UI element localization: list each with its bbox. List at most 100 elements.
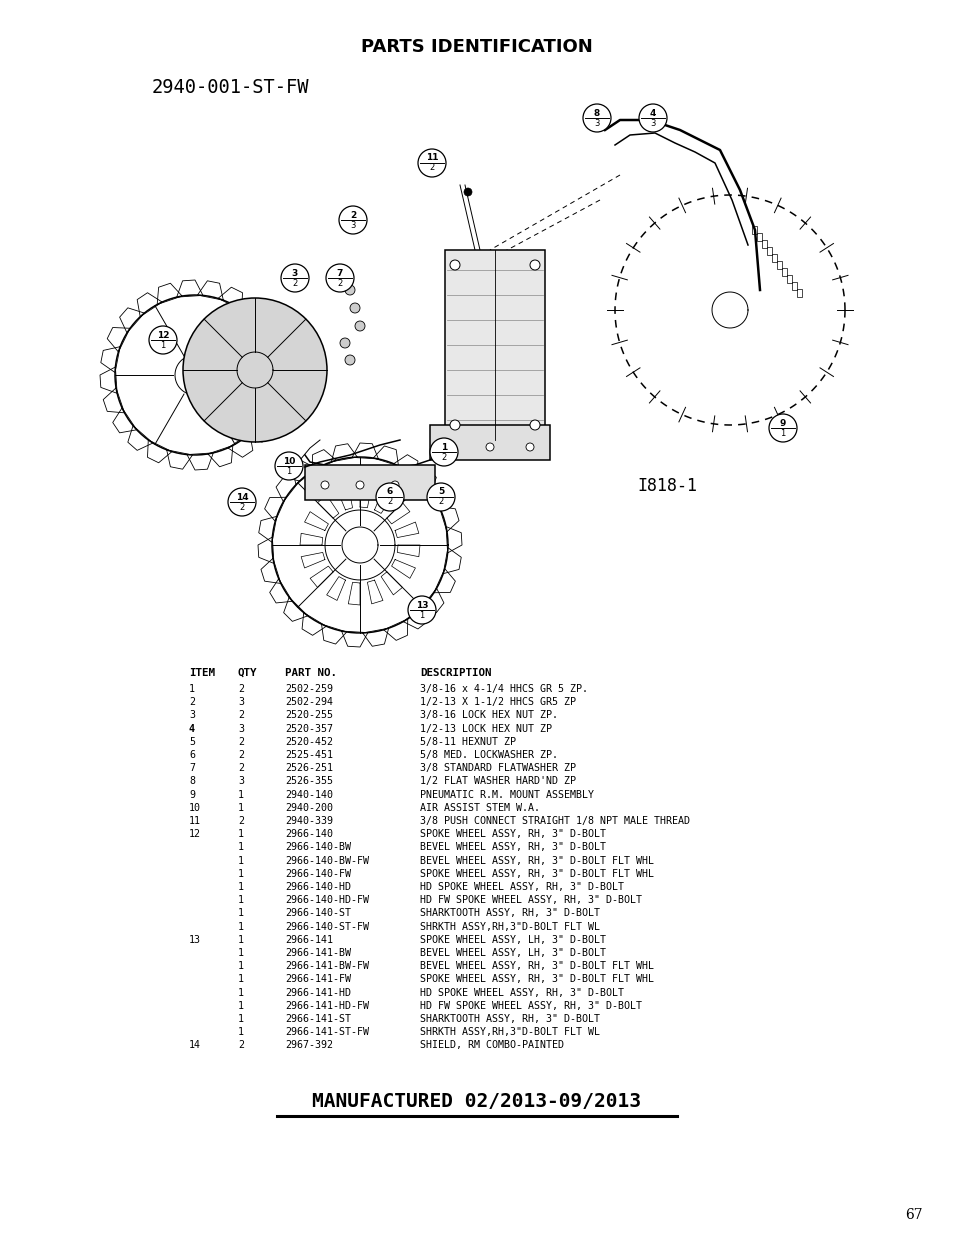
Text: 2966-140-ST: 2966-140-ST [285, 909, 351, 919]
Text: 2: 2 [189, 698, 194, 708]
Circle shape [639, 104, 666, 132]
Circle shape [149, 326, 177, 354]
Text: SPOKE WHEEL ASSY, RH, 3" D-BOLT FLT WHL: SPOKE WHEEL ASSY, RH, 3" D-BOLT FLT WHL [419, 974, 654, 984]
Bar [430, 425, 550, 459]
Text: SHARKTOOTH ASSY, RH, 3" D-BOLT: SHARKTOOTH ASSY, RH, 3" D-BOLT [419, 1014, 599, 1024]
Circle shape [274, 452, 303, 480]
Circle shape [485, 443, 494, 451]
Text: 5/8-11 HEXNUT ZP: 5/8-11 HEXNUT ZP [419, 737, 516, 747]
Text: 2966-141-BW-FW: 2966-141-BW-FW [285, 961, 369, 971]
Bar [761, 240, 766, 248]
Text: 1: 1 [237, 829, 244, 840]
Text: 2: 2 [292, 279, 297, 288]
Text: 1: 1 [237, 909, 244, 919]
Text: 3: 3 [237, 698, 244, 708]
Bar [751, 226, 757, 233]
Text: 13: 13 [189, 935, 201, 945]
Text: MANUFACTURED 02/2013-09/2013: MANUFACTURED 02/2013-09/2013 [313, 1092, 640, 1112]
Text: 5/8 MED. LOCKWASHER ZP.: 5/8 MED. LOCKWASHER ZP. [419, 750, 558, 760]
Text: 2: 2 [237, 710, 244, 720]
Text: 2: 2 [237, 750, 244, 760]
Text: 2: 2 [237, 737, 244, 747]
Circle shape [228, 488, 255, 516]
Text: PNEUMATIC R.M. MOUNT ASSEMBLY: PNEUMATIC R.M. MOUNT ASSEMBLY [419, 789, 594, 799]
Text: 3: 3 [237, 777, 244, 787]
Text: 2940-339: 2940-339 [285, 816, 333, 826]
Circle shape [463, 188, 472, 196]
Bar [791, 282, 796, 290]
Text: 6: 6 [387, 488, 393, 496]
Text: BEVEL WHEEL ASSY, RH, 3" D-BOLT: BEVEL WHEEL ASSY, RH, 3" D-BOLT [419, 842, 605, 852]
Text: BEVEL WHEEL ASSY, RH, 3" D-BOLT FLT WHL: BEVEL WHEEL ASSY, RH, 3" D-BOLT FLT WHL [419, 856, 654, 866]
Text: 7: 7 [336, 268, 343, 278]
Text: 2526-355: 2526-355 [285, 777, 333, 787]
Text: 1/2 FLAT WASHER HARD'ND ZP: 1/2 FLAT WASHER HARD'ND ZP [419, 777, 576, 787]
Circle shape [345, 354, 355, 366]
Circle shape [450, 261, 459, 270]
Text: 2525-451: 2525-451 [285, 750, 333, 760]
Bar [305, 466, 435, 500]
Text: 1/2-13 LOCK HEX NUT ZP: 1/2-13 LOCK HEX NUT ZP [419, 724, 552, 734]
Text: 2520-357: 2520-357 [285, 724, 333, 734]
Circle shape [427, 483, 455, 511]
Text: 3: 3 [189, 710, 194, 720]
Bar [757, 233, 761, 241]
Text: 8: 8 [594, 109, 599, 117]
Text: 1: 1 [237, 1000, 244, 1010]
Text: 1: 1 [237, 803, 244, 813]
Text: 5: 5 [437, 488, 444, 496]
Text: 2: 2 [239, 503, 244, 511]
Text: 2502-259: 2502-259 [285, 684, 333, 694]
Circle shape [326, 264, 354, 291]
Text: 1: 1 [237, 921, 244, 931]
Text: 6: 6 [189, 750, 194, 760]
Text: 2966-141-FW: 2966-141-FW [285, 974, 351, 984]
Text: 2520-452: 2520-452 [285, 737, 333, 747]
Text: 2967-392: 2967-392 [285, 1040, 333, 1051]
Circle shape [345, 285, 355, 295]
Text: PARTS IDENTIFICATION: PARTS IDENTIFICATION [361, 38, 592, 56]
Text: 2502-294: 2502-294 [285, 698, 333, 708]
Text: 9: 9 [779, 419, 785, 427]
Text: 1: 1 [237, 868, 244, 879]
Text: 2966-140-FW: 2966-140-FW [285, 868, 351, 879]
Text: 11: 11 [425, 153, 437, 163]
Circle shape [525, 443, 534, 451]
Text: SPOKE WHEEL ASSY, LH, 3" D-BOLT: SPOKE WHEEL ASSY, LH, 3" D-BOLT [419, 935, 605, 945]
Bar [444, 249, 544, 440]
Circle shape [183, 298, 327, 442]
Text: 11: 11 [189, 816, 201, 826]
Text: 3: 3 [594, 119, 599, 127]
Text: 1: 1 [160, 341, 166, 350]
Text: HD SPOKE WHEEL ASSY, RH, 3" D-BOLT: HD SPOKE WHEEL ASSY, RH, 3" D-BOLT [419, 988, 623, 998]
Text: SHARKTOOTH ASSY, RH, 3" D-BOLT: SHARKTOOTH ASSY, RH, 3" D-BOLT [419, 909, 599, 919]
Text: HD FW SPOKE WHEEL ASSY, RH, 3" D-BOLT: HD FW SPOKE WHEEL ASSY, RH, 3" D-BOLT [419, 895, 641, 905]
Circle shape [417, 149, 446, 177]
Text: 14: 14 [235, 493, 248, 501]
Text: 2: 2 [438, 498, 443, 506]
Text: 4: 4 [189, 724, 194, 734]
Bar [786, 275, 791, 283]
Text: 2966-141-BW: 2966-141-BW [285, 948, 351, 958]
Text: SPOKE WHEEL ASSY, RH, 3" D-BOLT FLT WHL: SPOKE WHEEL ASSY, RH, 3" D-BOLT FLT WHL [419, 868, 654, 879]
Circle shape [530, 261, 539, 270]
Text: 1: 1 [237, 1014, 244, 1024]
Text: DESCRIPTION: DESCRIPTION [419, 668, 491, 678]
Text: 2: 2 [237, 684, 244, 694]
Text: 2966-140: 2966-140 [285, 829, 333, 840]
Text: 3: 3 [350, 221, 355, 230]
Text: 1: 1 [237, 842, 244, 852]
Circle shape [281, 264, 309, 291]
Text: 1: 1 [189, 684, 194, 694]
Text: 2966-141-ST: 2966-141-ST [285, 1014, 351, 1024]
Text: 2: 2 [237, 763, 244, 773]
Text: SHRKTH ASSY,RH,3"D-BOLT FLT WL: SHRKTH ASSY,RH,3"D-BOLT FLT WL [419, 1028, 599, 1037]
Text: BEVEL WHEEL ASSY, RH, 3" D-BOLT FLT WHL: BEVEL WHEEL ASSY, RH, 3" D-BOLT FLT WHL [419, 961, 654, 971]
Text: 2966-140-BW-FW: 2966-140-BW-FW [285, 856, 369, 866]
Text: 1: 1 [237, 988, 244, 998]
Text: 10: 10 [282, 457, 294, 466]
Text: 1: 1 [237, 882, 244, 892]
Text: 2966-141-HD: 2966-141-HD [285, 988, 351, 998]
Circle shape [768, 414, 796, 442]
Text: HD SPOKE WHEEL ASSY, RH, 3" D-BOLT: HD SPOKE WHEEL ASSY, RH, 3" D-BOLT [419, 882, 623, 892]
